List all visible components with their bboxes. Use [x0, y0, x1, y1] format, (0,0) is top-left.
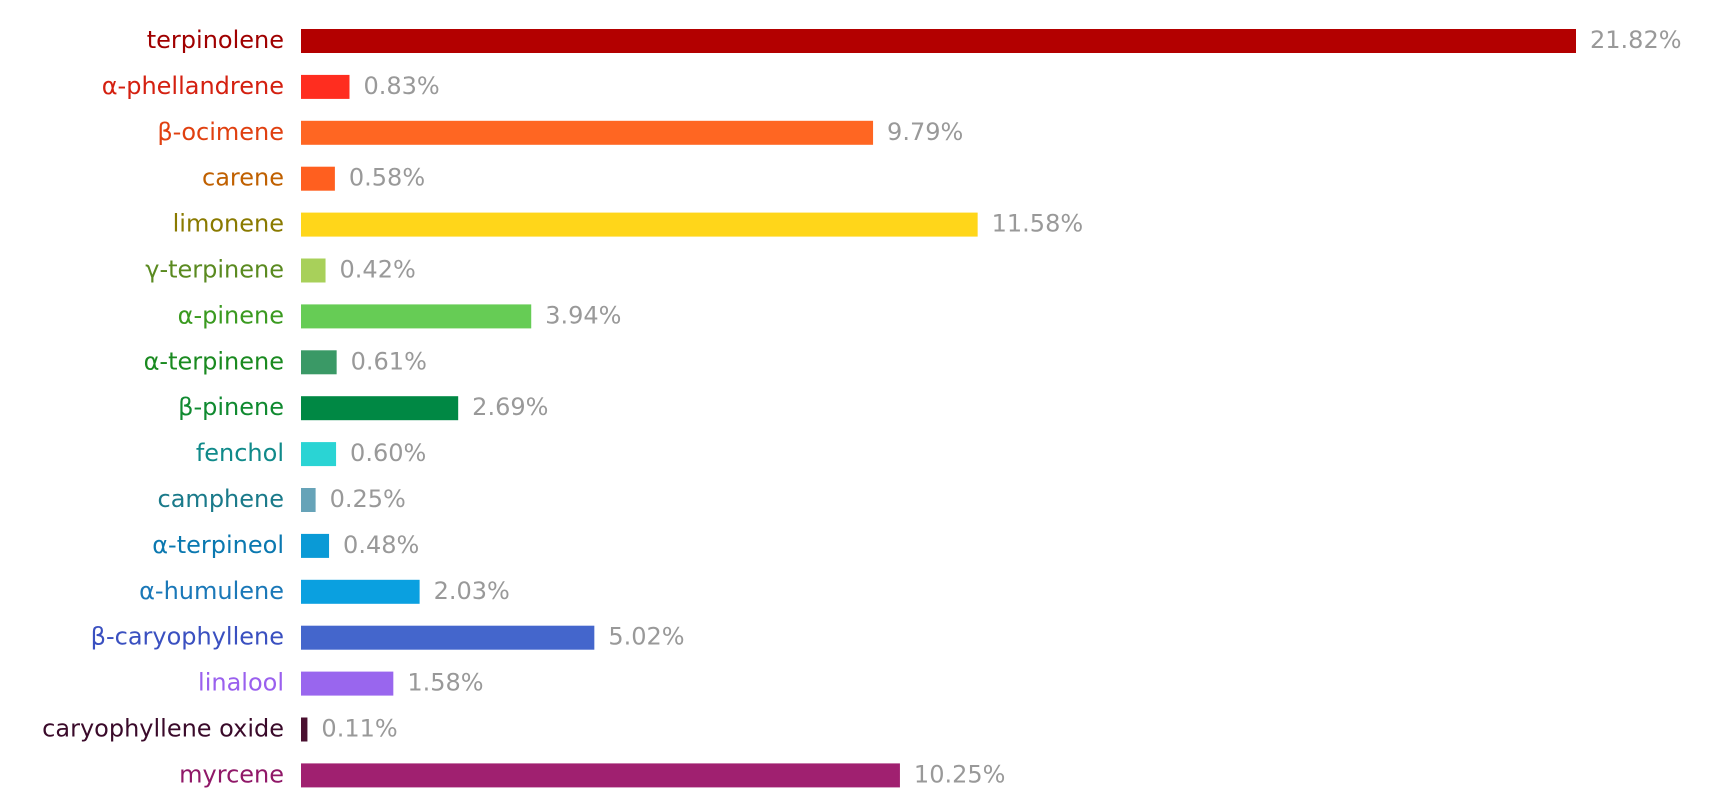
- category-label: α-pinene: [178, 301, 284, 329]
- value-label: 10.25%: [914, 760, 1006, 788]
- category-label: β-ocimene: [157, 118, 284, 146]
- bar: [301, 671, 394, 696]
- bar: [301, 625, 595, 650]
- category-label: γ-terpinene: [145, 256, 284, 284]
- category-label: caryophyllene oxide: [42, 715, 284, 743]
- category-label: carene: [202, 164, 284, 192]
- bar: [301, 212, 978, 237]
- category-label: camphene: [158, 485, 284, 513]
- value-label: 2.03%: [434, 577, 510, 605]
- bar: [301, 763, 900, 788]
- category-label: α-terpinene: [144, 347, 284, 375]
- category-label: terpinolene: [147, 26, 284, 54]
- bar: [301, 533, 330, 558]
- value-label: 0.60%: [350, 439, 426, 467]
- value-label: 5.02%: [608, 623, 684, 651]
- category-label: linalool: [198, 669, 284, 697]
- category-label: myrcene: [179, 760, 284, 788]
- bar: [301, 717, 308, 742]
- category-label: fenchol: [196, 439, 284, 467]
- bar: [301, 258, 326, 283]
- bar: [301, 442, 337, 467]
- bar: [301, 120, 874, 145]
- value-label: 0.48%: [343, 531, 419, 559]
- value-label: 0.25%: [330, 485, 406, 513]
- bar: [301, 74, 350, 99]
- bar: [301, 29, 1576, 53]
- category-label: α-phellandrene: [102, 72, 284, 100]
- category-label: β-pinene: [178, 393, 284, 421]
- value-label: 21.82%: [1590, 26, 1682, 54]
- category-label: β-caryophyllene: [91, 623, 284, 651]
- value-label: 0.83%: [363, 72, 439, 100]
- bar: [301, 579, 420, 604]
- value-label: 3.94%: [545, 301, 621, 329]
- category-label: α-humulene: [139, 577, 284, 605]
- bar: [301, 350, 337, 375]
- value-label: 0.58%: [349, 164, 425, 192]
- value-label: 1.58%: [407, 669, 483, 697]
- bar: [301, 396, 459, 421]
- category-label: α-terpineol: [152, 531, 284, 559]
- bar: [301, 488, 316, 512]
- bar: [301, 304, 532, 329]
- value-label: 2.69%: [472, 393, 548, 421]
- value-label: 11.58%: [992, 210, 1084, 238]
- value-label: 0.61%: [351, 347, 427, 375]
- bar: [301, 166, 335, 191]
- value-label: 0.11%: [321, 715, 397, 743]
- value-label: 0.42%: [340, 256, 416, 284]
- category-label: limonene: [173, 210, 284, 238]
- value-label: 9.79%: [887, 118, 963, 146]
